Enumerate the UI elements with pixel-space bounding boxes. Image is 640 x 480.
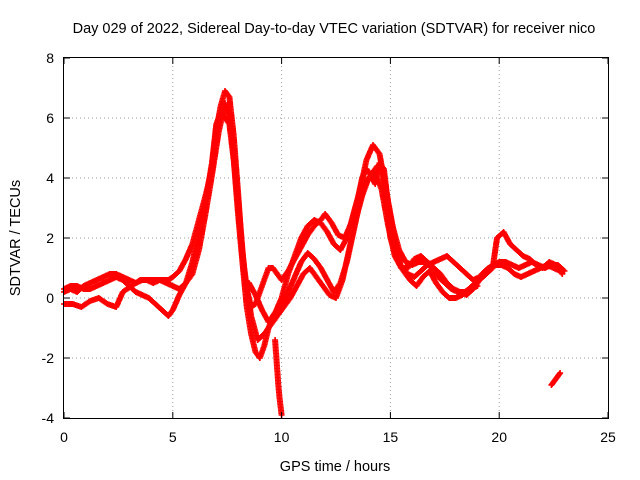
- series-track-b: [61, 109, 564, 361]
- series-track-c: [61, 100, 566, 343]
- x-axis-label: GPS time / hours: [280, 459, 390, 475]
- x-tick-label: 15: [383, 429, 399, 445]
- series-track-e: [272, 337, 285, 418]
- grid: [64, 58, 608, 418]
- data-point: [557, 370, 564, 376]
- x-axis-tick-labels: 0 5 10 15 20 25: [60, 429, 616, 445]
- x-tick-label: 10: [274, 429, 290, 445]
- x-tick-label: 25: [600, 429, 616, 445]
- series-track-d: [246, 142, 481, 325]
- x-tick-label: 0: [60, 429, 68, 445]
- y-tick-label: 4: [46, 170, 54, 186]
- y-tick-label: -2: [42, 350, 55, 366]
- chart-title: Day 029 of 2022, Sidereal Day-to-day VTE…: [73, 21, 596, 37]
- data-point: [559, 271, 566, 277]
- plot-frame: [63, 57, 609, 419]
- y-tick-label: 0: [46, 290, 54, 306]
- y-tick-label: 8: [46, 50, 54, 66]
- data-marks: [61, 88, 568, 418]
- y-tick-label: 6: [46, 110, 54, 126]
- axis-ticks: [63, 57, 609, 419]
- data-point: [474, 283, 481, 289]
- series-track-f: [548, 370, 564, 388]
- y-axis-tick-labels: -4 -2 0 2 4 6 8: [42, 50, 55, 426]
- x-tick-label: 5: [169, 429, 177, 445]
- y-axis-label: SDTVAR / TECUs: [8, 180, 24, 296]
- y-tick-label: -4: [42, 410, 55, 426]
- x-tick-label: 20: [491, 429, 507, 445]
- y-tick-label: 2: [46, 230, 54, 246]
